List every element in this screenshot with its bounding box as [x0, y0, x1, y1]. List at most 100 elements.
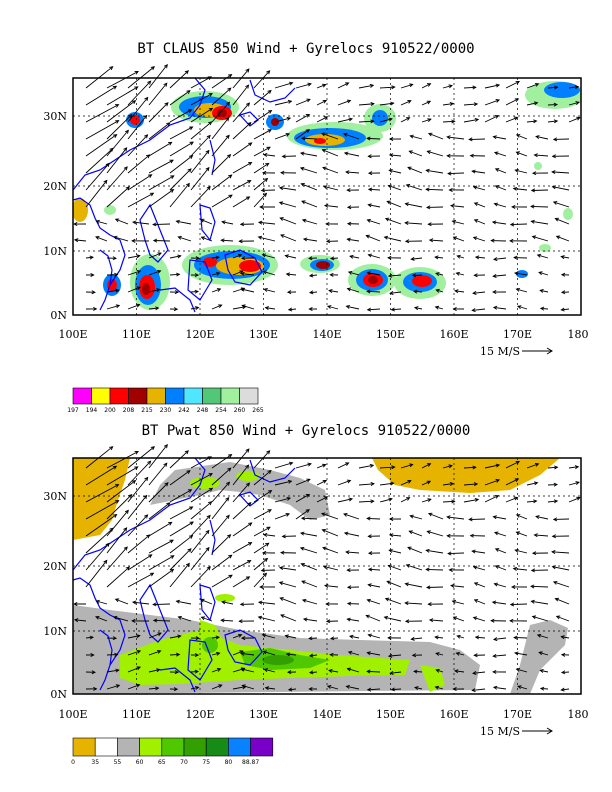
wind-arrow: [286, 273, 297, 276]
wind-arrow: [148, 444, 168, 469]
wind-arrow: [539, 651, 549, 656]
wind-arrow-head: [447, 171, 452, 176]
wind-arrow: [367, 652, 381, 656]
cloud-patch: [364, 104, 396, 132]
wind-arrow: [493, 637, 507, 640]
wind-arrow: [148, 569, 174, 588]
wind-arrow-head: [425, 187, 430, 192]
wind-arrow-head: [132, 220, 137, 225]
pwat-patch: [262, 655, 294, 665]
wind-arrow: [367, 670, 381, 673]
colorbar-label: 260: [234, 407, 246, 414]
wind-arrow: [232, 142, 252, 157]
wind-arrow: [288, 688, 297, 691]
wind-arrow: [232, 502, 252, 520]
wind-arrow-head: [538, 651, 543, 656]
wind-arrow-head: [128, 114, 133, 119]
wind-arrow: [127, 572, 154, 588]
wind-arrow-head: [410, 256, 415, 261]
wind-arrow-head: [473, 273, 478, 278]
wind-arrow-head: [131, 100, 137, 105]
wind-arrow-head: [228, 194, 233, 199]
wind-arrow-head: [366, 218, 371, 223]
wind-arrow-head: [109, 147, 114, 152]
wind-arrow-head: [299, 546, 305, 551]
wind-arrow: [295, 98, 311, 106]
wind-arrow: [85, 134, 117, 157]
wind-arrow-head: [95, 615, 100, 620]
wind-arrow-head: [493, 257, 498, 262]
wind-arrow: [367, 599, 381, 605]
wind-arrow-head: [169, 539, 174, 544]
wind-arrow: [407, 546, 423, 554]
wind-arrow-head: [150, 66, 156, 71]
wind-arrow-head: [325, 239, 331, 244]
wind-arrow: [316, 116, 328, 123]
wind-arrow: [472, 308, 486, 311]
wind-arrow: [232, 560, 251, 571]
wind-arrow: [274, 513, 290, 520]
wind-arrow-head: [446, 135, 451, 140]
wind-arrow-head: [309, 290, 314, 295]
wind-arrow-head: [435, 288, 440, 293]
wind-arrow-head: [511, 204, 516, 209]
wind-arrow-head: [278, 201, 284, 206]
wind-arrow-head: [515, 80, 521, 85]
wind-arrow-head: [409, 514, 414, 519]
wind-arrow-head: [389, 291, 394, 295]
wind-arrow-head: [144, 134, 149, 139]
wind-arrow-head: [388, 497, 393, 502]
wind-arrow-head: [284, 254, 289, 259]
wind-arrow-head: [184, 70, 189, 75]
cloud-patch: [348, 264, 396, 296]
wind-arrow: [473, 291, 486, 294]
wind-arrow: [435, 652, 444, 656]
wind-arrow: [347, 238, 360, 242]
wind-arrow: [148, 482, 169, 503]
wind-arrow-head: [369, 463, 375, 468]
colorbar-label: 254: [215, 407, 227, 414]
wind-arrow: [379, 466, 395, 469]
y-tick-label: 30N: [43, 110, 67, 123]
wind-arrow-head: [247, 180, 252, 184]
wind-arrow: [274, 462, 293, 469]
wind-arrow-head: [134, 451, 139, 455]
panel1-map: 100E 110E 120E 130E 140E 150E 160E 170E …: [43, 63, 589, 414]
wind-arrow: [400, 480, 412, 486]
wind-arrow: [148, 102, 169, 123]
wind-arrow: [514, 272, 528, 276]
wind-arrow-head: [388, 117, 393, 122]
wind-arrow: [148, 82, 168, 106]
wind-arrow: [106, 304, 120, 310]
x-tick-label: 180: [568, 328, 589, 341]
wind-arrow-head: [347, 650, 353, 655]
wind-arrow-head: [267, 469, 272, 474]
wind-arrow-head: [157, 269, 162, 274]
x-tick-label: 160E: [439, 708, 468, 721]
wind-arrow: [301, 580, 318, 588]
wind-arrow: [531, 205, 549, 208]
wind-arrow-head: [188, 534, 194, 539]
wind-arrow: [169, 141, 194, 157]
wind-arrow: [385, 598, 402, 605]
wind-arrow: [561, 256, 570, 259]
wind-arrow: [358, 84, 374, 89]
wind-arrow-head: [321, 148, 326, 153]
wind-arrow-head: [346, 205, 352, 210]
wind-arrow-head: [308, 670, 314, 675]
wind-arrow: [148, 175, 175, 191]
wind-arrow-head: [509, 602, 515, 607]
wind-arrow-head: [169, 188, 175, 193]
wind-arrow: [516, 514, 528, 520]
wind-arrow-head: [287, 670, 292, 675]
x-tick-label: 130E: [249, 328, 278, 341]
wind-arrow-head: [112, 256, 118, 261]
wind-arrow: [253, 509, 272, 520]
wind-arrow-head: [469, 533, 474, 538]
wind-arrow: [330, 257, 339, 260]
wind-arrow: [241, 288, 255, 293]
wind-arrow-head: [194, 289, 200, 294]
wind-arrow-head: [435, 668, 440, 673]
wind-arrow-head: [215, 271, 221, 276]
wind-arrow-head: [263, 288, 268, 292]
